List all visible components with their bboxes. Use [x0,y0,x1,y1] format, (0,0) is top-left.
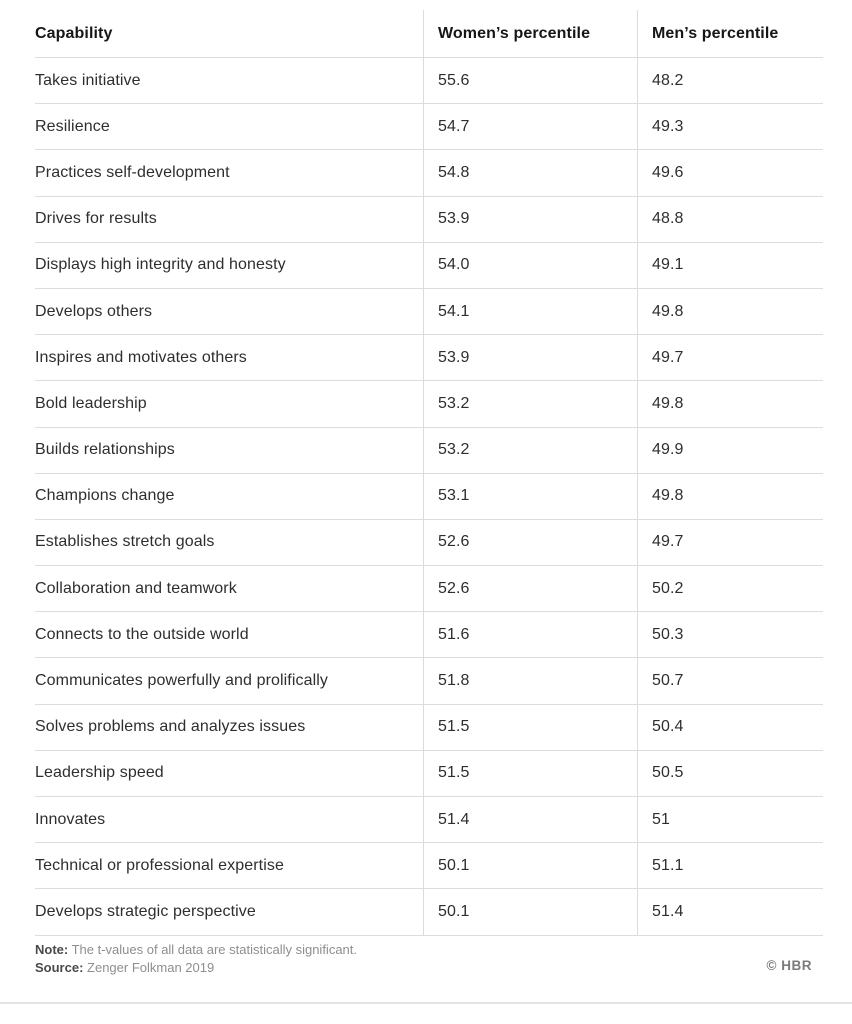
table-row: Establishes stretch goals 52.6 49.7 [35,519,823,567]
capability-percentile-table: Capability Women’s percentile Men’s perc… [35,10,823,936]
cell-women: 54.1 [423,288,637,335]
cell-capability: Resilience [35,117,110,135]
cell-capability: Solves problems and analyzes issues [35,718,306,736]
cell-women: 51.8 [423,658,637,704]
cell-women: 51.5 [423,750,637,796]
note-line: Note: The t-values of all data are stati… [35,941,357,959]
table-row: Champions change 53.1 49.8 [35,473,823,520]
cell-women: 54.8 [423,150,637,196]
table-row: Technical or professional expertise 50.1 5… [35,843,823,890]
table-row: Displays high integrity and honesty 54.0 4… [35,242,823,289]
cell-men: 51.4 [637,889,823,935]
cell-men: 51.1 [637,843,823,889]
table-row: Drives for results 53.9 48.8 [35,196,823,243]
cell-women: 53.9 [423,196,637,242]
table-header-row: Capability Women’s percentile Men’s perc… [35,10,823,58]
cell-men: 49.8 [637,381,823,427]
cell-women: 53.9 [423,335,637,381]
cell-capability: Technical or professional expertise [35,856,284,874]
table-row: Inspires and motivates others 53.9 49.7 [35,335,823,382]
source-label: Source: [35,960,84,975]
cell-men: 49.7 [637,519,823,566]
table-row: Collaboration and teamwork 52.6 50.2 [35,566,823,613]
cell-women: 55.6 [423,58,637,104]
cell-capability: Collaboration and teamwork [35,579,237,597]
cell-men: 49.6 [637,150,823,196]
cell-capability: Takes initiative [35,71,141,89]
footnote: Note: The t-values of all data are stati… [35,941,357,977]
cell-women: 53.2 [423,381,637,427]
column-header-mens-percentile: Men’s percentile [637,10,823,57]
table-row: Communicates powerfully and prolifically… [35,658,823,705]
column-header-womens-percentile: Women’s percentile [423,10,637,57]
cell-men: 48.8 [637,196,823,242]
table-row: Practices self-development 54.8 49.6 [35,150,823,197]
cell-capability: Bold leadership [35,394,147,412]
table-row: Develops strategic perspective 50.1 51.4 [35,889,823,936]
cell-women: 54.7 [423,104,637,150]
table-row: Bold leadership 53.2 49.8 [35,381,823,428]
cell-capability: Builds relationships [35,441,175,459]
cell-men: 49.3 [637,104,823,150]
cell-men: 50.4 [637,704,823,750]
cell-men: 50.5 [637,750,823,796]
cell-men: 50.7 [637,658,823,704]
table-row: Takes initiative 55.6 48.2 [35,58,823,105]
cell-capability: Inspires and motivates others [35,348,247,366]
table-row: Resilience 54.7 49.3 [35,104,823,151]
source-text: Zenger Folkman 2019 [83,960,215,975]
cell-capability: Practices self-development [35,163,230,181]
note-text: The t-values of all data are statistical… [68,942,358,957]
table-row: Solves problems and analyzes issues 51.5 5… [35,704,823,751]
cell-capability: Drives for results [35,210,157,228]
hbr-copyright: © HBR [766,958,812,973]
cell-women: 53.1 [423,473,637,519]
cell-men: 50.2 [637,566,823,612]
cell-men: 49.9 [637,427,823,473]
cell-men: 49.8 [637,473,823,519]
cell-capability: Communicates powerfully and prolifically [35,672,329,690]
table-body: Takes initiative 55.6 48.2 Resilience 54.7 49… [35,58,823,936]
cell-men: 49.1 [637,242,823,288]
table-row: Develops others 54.1 49.8 [35,288,823,336]
cell-men: 49.8 [637,288,823,335]
cell-women: 54.0 [423,242,637,288]
table-row: Innovates 51.4 51 [35,797,823,844]
cell-women: 50.1 [423,843,637,889]
cell-capability: Displays high integrity and honesty [35,256,286,274]
source-line: Source: Zenger Folkman 2019 [35,959,357,977]
table-row: Leadership speed 51.5 50.5 [35,750,823,797]
cell-women: 51.6 [423,612,637,658]
table-row: Builds relationships 53.2 49.9 [35,427,823,474]
cell-capability: Develops strategic perspective [35,902,256,920]
table-row: Connects to the outside world 51.6 50.3 [35,612,823,659]
cell-capability: Champions change [35,487,175,505]
cell-capability: Innovates [35,810,106,828]
cell-women: 52.6 [423,519,637,566]
cell-capability: Connects to the outside world [35,625,249,643]
cell-men: 48.2 [637,58,823,104]
bottom-divider [0,1002,852,1004]
cell-men: 50.3 [637,612,823,658]
column-header-capability: Capability [35,24,113,42]
cell-men: 49.7 [637,335,823,381]
cell-capability: Leadership speed [35,764,164,782]
cell-women: 52.6 [423,566,637,612]
note-label: Note: [35,942,69,957]
cell-women: 53.2 [423,427,637,473]
cell-women: 51.5 [423,704,637,750]
cell-capability: Establishes stretch goals [35,533,215,551]
cell-women: 51.4 [423,797,637,843]
cell-capability: Develops others [35,302,153,320]
cell-men: 51 [637,797,823,843]
cell-women: 50.1 [423,889,637,935]
